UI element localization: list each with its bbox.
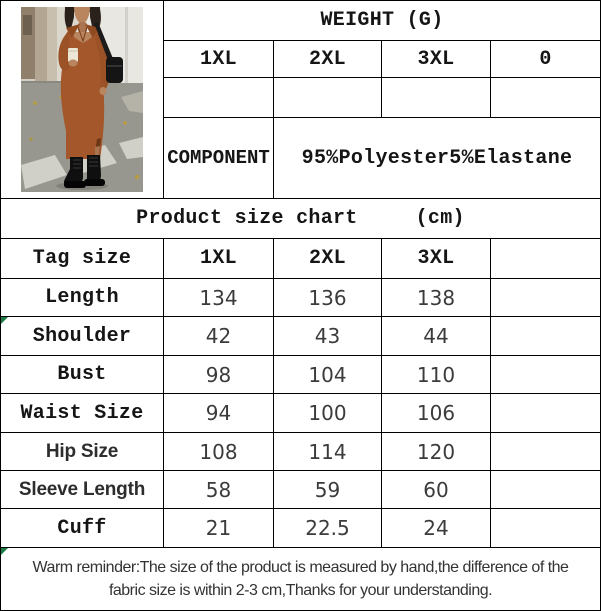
cuff-2xl: 22.5 <box>274 509 382 548</box>
row-label-bust: Bust <box>1 356 164 394</box>
weight-table-title: WEIGHT (G) <box>164 1 600 41</box>
empty-cell <box>491 433 600 471</box>
warm-reminder-line-2: fabric size is within 2-3 cm,Thanks for … <box>108 582 493 599</box>
waist-3xl: 106 <box>382 394 491 433</box>
product-photo <box>21 7 143 192</box>
bust-3xl: 110 <box>382 356 491 394</box>
waist-2xl: 100 <box>274 394 382 433</box>
weight-size-header-2xl: 2XL <box>274 41 382 78</box>
weight-size-header-3xl: 3XL <box>382 41 491 78</box>
bust-2xl: 104 <box>274 356 382 394</box>
row-label-cuff: Cuff <box>1 509 164 548</box>
row-label-sleeve-length: Sleeve Length <box>1 471 164 509</box>
size-chart-title-row: Product size chart (cm) <box>1 199 600 239</box>
shoulder-1xl: 42 <box>164 317 274 356</box>
size-column-3xl: 3XL <box>382 239 491 279</box>
hip-1xl: 108 <box>164 433 274 471</box>
hip-2xl: 114 <box>274 433 382 471</box>
length-1xl: 134 <box>164 279 274 317</box>
warm-reminder: Warm reminder:The size of the product is… <box>1 548 600 610</box>
length-2xl: 136 <box>274 279 382 317</box>
empty-cell <box>491 509 600 548</box>
row-label-length: Length <box>1 279 164 317</box>
product-photo-cell <box>1 1 164 199</box>
size-column-1xl: 1XL <box>164 239 274 279</box>
cuff-3xl: 24 <box>382 509 491 548</box>
empty-cell <box>491 394 600 433</box>
sleeve-2xl: 59 <box>274 471 382 509</box>
hip-3xl: 120 <box>382 433 491 471</box>
empty-cell <box>491 279 600 317</box>
size-column-2xl: 2XL <box>274 239 382 279</box>
size-chart-title: Product size chart <box>136 207 358 230</box>
bust-1xl: 98 <box>164 356 274 394</box>
size-chart-unit: (cm) <box>415 207 465 230</box>
empty-cell <box>491 471 600 509</box>
component-label: COMPONENT <box>164 118 274 199</box>
empty-header-cell <box>491 239 600 279</box>
weight-value-cell <box>491 78 600 118</box>
weight-size-header-1xl: 1XL <box>164 41 274 78</box>
component-value: 95%Polyester5%Elastane <box>274 118 600 199</box>
cuff-1xl: 21 <box>164 509 274 548</box>
weight-value-cell <box>164 78 274 118</box>
weight-value-cell <box>274 78 382 118</box>
row-label-hip-size: Hip Size <box>1 433 164 471</box>
waist-1xl: 94 <box>164 394 274 433</box>
sleeve-3xl: 60 <box>382 471 491 509</box>
shoulder-3xl: 44 <box>382 317 491 356</box>
empty-cell <box>491 356 600 394</box>
length-3xl: 138 <box>382 279 491 317</box>
empty-cell <box>491 317 600 356</box>
warm-reminder-line-1: Warm reminder:The size of the product is… <box>32 559 569 576</box>
sleeve-1xl: 58 <box>164 471 274 509</box>
weight-value-cell <box>382 78 491 118</box>
tag-size-header: Tag size <box>1 239 164 279</box>
weight-size-header-0: 0 <box>491 41 600 78</box>
row-label-shoulder: Shoulder <box>1 317 164 356</box>
shoulder-2xl: 43 <box>274 317 382 356</box>
row-label-waist-size: Waist Size <box>1 394 164 433</box>
